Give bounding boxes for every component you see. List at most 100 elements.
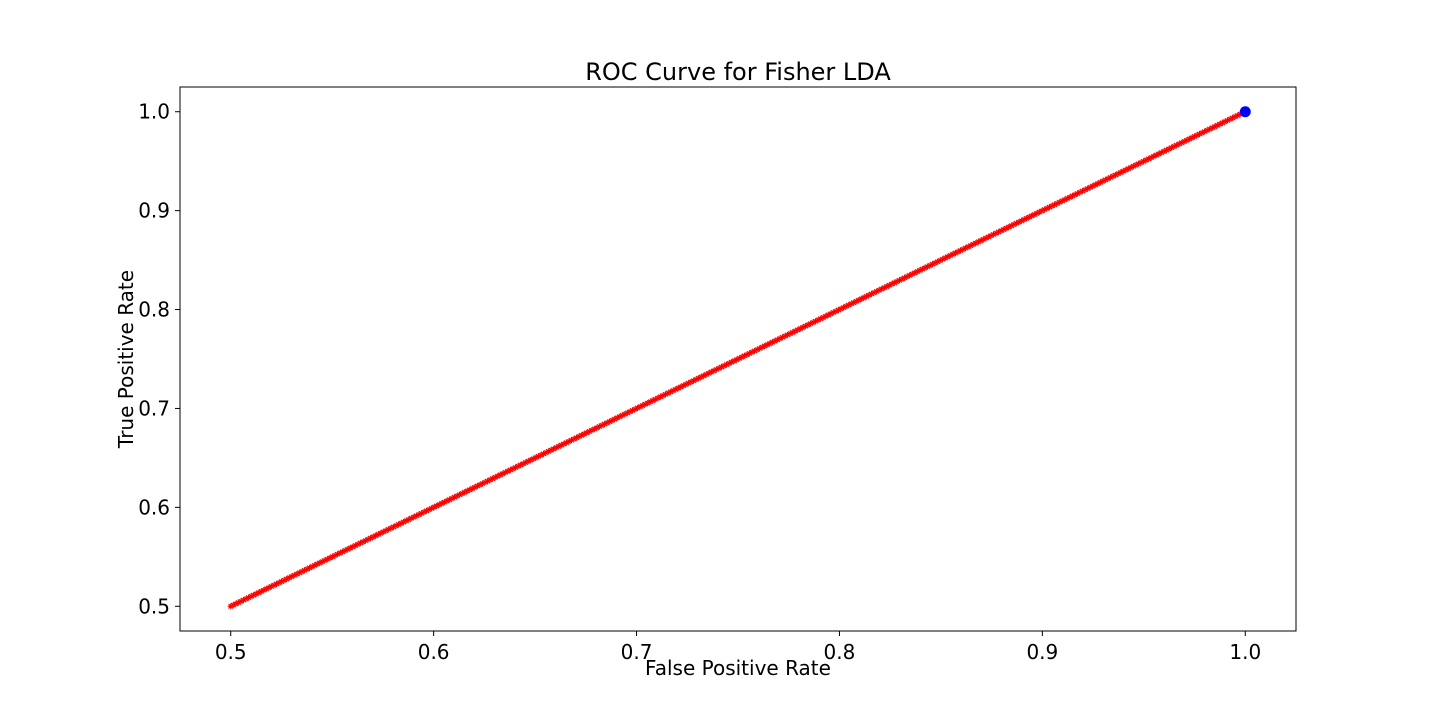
- roc-point-marker: [438, 500, 445, 507]
- roc-point-marker: [454, 492, 461, 499]
- roc-point-marker: [807, 320, 814, 327]
- roc-point-marker: [382, 527, 389, 534]
- roc-point-marker: [433, 502, 440, 509]
- roc-point-marker: [1140, 158, 1147, 165]
- roc-point-marker: [1054, 200, 1061, 207]
- roc-point-marker: [370, 533, 377, 540]
- roc-point-marker: [545, 448, 552, 455]
- roc-point-marker: [995, 228, 1002, 235]
- roc-point-marker: [1087, 184, 1094, 191]
- roc-point-marker: [520, 460, 527, 467]
- roc-point-marker: [690, 377, 697, 384]
- roc-point-marker: [499, 470, 506, 477]
- x-axis: 0.5 0.6 0.7 0.8 0.9 1.0: [215, 631, 1261, 664]
- roc-point-marker: [830, 309, 837, 316]
- roc-point-marker: [667, 388, 674, 395]
- roc-point-marker: [263, 585, 270, 592]
- roc-point-marker: [1010, 221, 1017, 228]
- roc-point-marker: [751, 347, 758, 354]
- roc-point-marker: [947, 252, 954, 259]
- roc-point-marker: [693, 376, 700, 383]
- roc-point-marker: [331, 552, 338, 559]
- roc-point-marker: [481, 479, 488, 486]
- roc-point-marker: [911, 269, 918, 276]
- roc-point-marker: [527, 457, 534, 464]
- roc-point-marker: [494, 473, 501, 480]
- roc-point-marker: [1038, 207, 1045, 214]
- roc-point-marker: [919, 266, 926, 273]
- roc-point-marker: [459, 490, 466, 497]
- roc-point-marker: [1148, 154, 1155, 161]
- roc-point-marker: [484, 478, 491, 485]
- roc-point-marker: [367, 535, 374, 542]
- roc-point-marker: [916, 267, 923, 274]
- roc-point-marker: [443, 497, 450, 504]
- roc-point-marker: [593, 424, 600, 431]
- roc-point-marker: [560, 440, 567, 447]
- roc-point-marker: [614, 414, 621, 421]
- roc-point-marker: [237, 598, 244, 605]
- roc-point-marker: [858, 295, 865, 302]
- roc-point-marker: [464, 488, 471, 495]
- roc-point-marker: [764, 341, 771, 348]
- roc-point-marker: [242, 595, 249, 602]
- roc-point-marker: [825, 311, 832, 318]
- roc-point-marker: [784, 331, 791, 338]
- roc-point-marker: [652, 396, 659, 403]
- y-tick-label: 0.7: [138, 396, 170, 420]
- roc-point-marker: [837, 305, 844, 312]
- roc-point-marker: [820, 314, 827, 321]
- roc-point-marker: [492, 474, 499, 481]
- roc-point-marker: [967, 242, 974, 249]
- roc-point-marker: [1089, 183, 1096, 190]
- roc-point-marker: [863, 293, 870, 300]
- roc-point-marker: [1145, 155, 1152, 162]
- roc-point-marker: [738, 354, 745, 361]
- roc-point-marker: [1015, 219, 1022, 226]
- x-tick-label: 0.9: [1026, 640, 1058, 664]
- roc-point-marker: [604, 419, 611, 426]
- roc-point-marker: [1018, 217, 1025, 224]
- roc-point-marker: [372, 532, 379, 539]
- roc-point-marker: [624, 409, 631, 416]
- roc-point-marker: [789, 329, 796, 336]
- roc-point-marker: [705, 370, 712, 377]
- roc-point-marker: [337, 549, 344, 556]
- roc-point-marker: [1199, 129, 1206, 136]
- roc-point-marker: [1196, 131, 1203, 138]
- roc-point-marker: [1178, 139, 1185, 146]
- roc-point-marker: [766, 340, 773, 347]
- roc-point-marker: [1084, 185, 1091, 192]
- roc-point-marker: [260, 587, 267, 594]
- roc-point-marker: [296, 569, 303, 576]
- roc-point-marker: [932, 259, 939, 266]
- roc-point-marker: [942, 254, 949, 261]
- roc-point-marker: [1094, 180, 1101, 187]
- roc-point-marker: [1132, 162, 1139, 169]
- roc-point-marker: [1003, 225, 1010, 232]
- roc-point-marker: [268, 583, 275, 590]
- roc-point-marker: [980, 236, 987, 243]
- roc-point-marker: [347, 545, 354, 552]
- roc-point-marker: [642, 401, 649, 408]
- roc-point-marker: [1193, 132, 1200, 139]
- roc-point-marker: [1214, 122, 1221, 129]
- roc-point-marker: [715, 365, 722, 372]
- roc-point-marker: [1173, 142, 1180, 149]
- roc-point-marker: [423, 507, 430, 514]
- roc-point-marker: [855, 297, 862, 304]
- roc-point-marker: [1138, 159, 1145, 166]
- roc-point-marker: [1041, 206, 1048, 213]
- roc-point-marker: [998, 227, 1005, 234]
- roc-point-marker: [250, 592, 257, 599]
- roc-point-marker: [586, 428, 593, 435]
- roc-point-marker: [619, 412, 626, 419]
- roc-point-marker: [1135, 160, 1142, 167]
- roc-point-marker: [782, 333, 789, 340]
- roc-point-marker: [723, 361, 730, 368]
- roc-point-marker: [878, 285, 885, 292]
- roc-point-marker: [601, 421, 608, 428]
- roc-point-marker: [420, 509, 427, 516]
- roc-point-marker: [647, 398, 654, 405]
